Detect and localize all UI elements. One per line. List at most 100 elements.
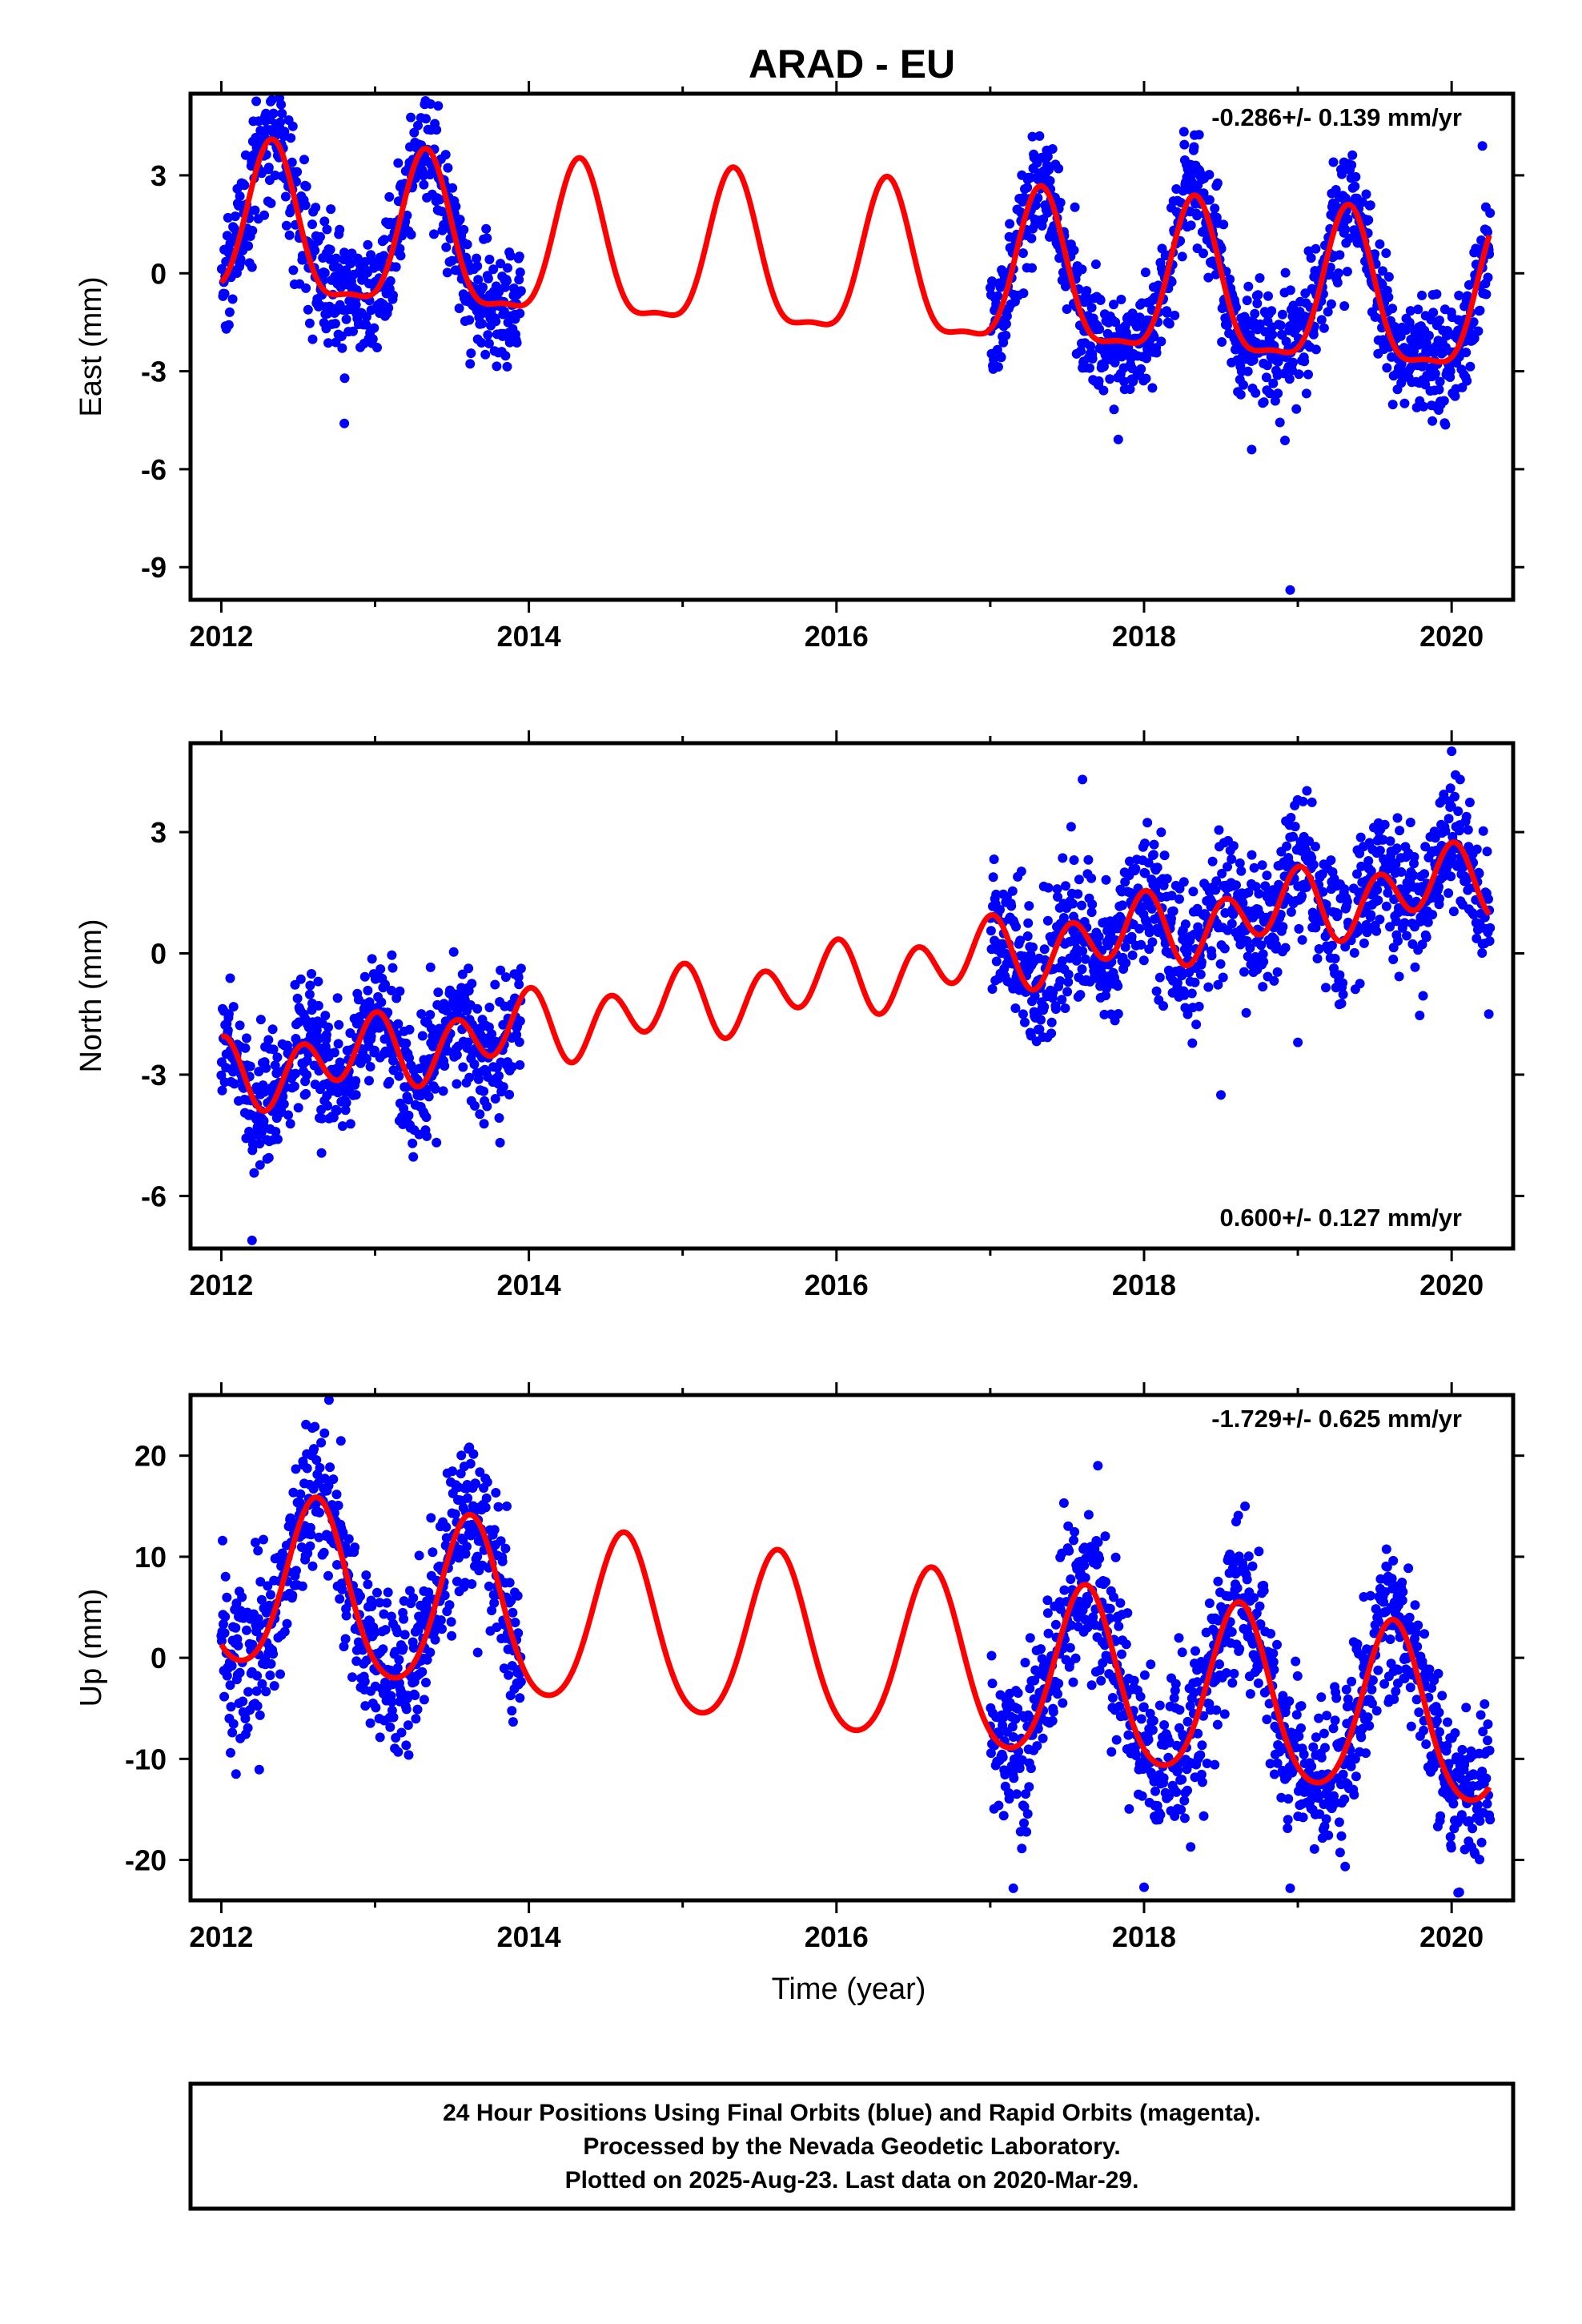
data-point — [292, 993, 303, 1003]
data-point — [270, 1060, 280, 1071]
data-point — [1453, 806, 1464, 816]
data-point — [237, 1592, 247, 1602]
data-point — [247, 1639, 258, 1650]
data-point — [499, 306, 509, 316]
data-point — [1434, 882, 1443, 892]
data-point — [266, 1659, 276, 1669]
data-point — [307, 1561, 318, 1571]
data-point — [1319, 1821, 1330, 1831]
data-point — [1219, 219, 1229, 230]
data-point — [451, 201, 461, 211]
data-point — [305, 980, 315, 991]
data-point — [314, 1532, 324, 1542]
data-point-outlier — [1247, 444, 1257, 455]
data-point — [372, 1587, 382, 1598]
data-point — [1291, 404, 1302, 414]
data-point — [333, 1039, 343, 1049]
data-point — [1039, 1002, 1050, 1012]
data-point — [317, 1113, 327, 1124]
data-point — [1463, 825, 1473, 835]
data-point — [1351, 1771, 1361, 1782]
data-point — [1423, 917, 1433, 927]
data-point — [1319, 323, 1329, 333]
data-point — [468, 1449, 479, 1459]
data-point — [1144, 927, 1154, 938]
data-point — [1070, 1526, 1080, 1537]
data-point — [1252, 1664, 1263, 1675]
data-point — [240, 1714, 251, 1723]
data-point — [507, 1706, 517, 1716]
data-point — [507, 1661, 517, 1671]
data-point — [505, 251, 516, 261]
data-point — [1367, 1684, 1377, 1695]
data-point — [1187, 1038, 1198, 1048]
data-point — [1389, 321, 1399, 332]
data-point — [325, 1462, 335, 1473]
data-point — [1236, 866, 1247, 876]
data-point — [487, 1029, 497, 1039]
data-point — [1141, 373, 1151, 384]
data-point — [1302, 786, 1312, 796]
data-point — [386, 985, 396, 995]
data-point — [1320, 1743, 1330, 1753]
data-point — [1340, 224, 1351, 235]
data-point — [311, 1455, 322, 1466]
data-point — [334, 1019, 344, 1030]
data-point — [222, 1671, 232, 1681]
data-point — [330, 319, 340, 329]
data-point — [331, 1490, 342, 1500]
data-point — [1213, 979, 1223, 990]
data-point — [263, 1152, 274, 1163]
data-point — [1300, 288, 1311, 299]
data-point — [295, 974, 306, 984]
data-point — [1427, 910, 1438, 920]
data-point — [1111, 1735, 1122, 1745]
data-point — [1217, 868, 1227, 879]
data-point — [1387, 304, 1398, 314]
data-point — [1294, 369, 1304, 380]
data-point — [351, 1090, 361, 1100]
data-point — [243, 241, 254, 251]
data-point — [335, 1057, 345, 1068]
data-point — [1375, 239, 1385, 249]
data-point — [320, 1011, 331, 1021]
data-point — [1235, 858, 1245, 868]
data-point — [514, 979, 524, 990]
data-point — [489, 1525, 500, 1535]
data-point — [1123, 1730, 1134, 1740]
data-point — [1291, 1710, 1302, 1720]
data-point — [1303, 369, 1313, 380]
data-point — [321, 1030, 331, 1040]
data-point — [993, 362, 1003, 372]
data-point — [417, 1667, 428, 1677]
data-point — [387, 950, 397, 960]
data-point — [1252, 299, 1263, 308]
data-point — [1077, 264, 1087, 275]
data-point — [1450, 391, 1460, 401]
data-point — [1297, 891, 1307, 901]
data-point — [1065, 1642, 1075, 1653]
data-point — [1239, 967, 1249, 977]
data-point — [227, 294, 238, 304]
data-point — [1032, 1741, 1042, 1751]
data-point — [1363, 856, 1374, 866]
data-point — [387, 963, 398, 973]
data-point — [1186, 1842, 1196, 1852]
data-point — [413, 120, 423, 131]
data-point — [1484, 936, 1495, 947]
data-point — [514, 275, 524, 285]
data-point — [1340, 942, 1351, 952]
data-point — [1361, 189, 1371, 199]
data-point — [316, 1437, 327, 1448]
data-point — [256, 1594, 267, 1605]
y-tick-label: -3 — [141, 1059, 167, 1092]
data-point — [1448, 907, 1459, 917]
data-point — [1086, 1680, 1097, 1691]
data-point — [1212, 1719, 1223, 1730]
data-point — [1410, 962, 1420, 972]
data-point — [1101, 1577, 1110, 1587]
data-point — [1008, 1732, 1018, 1742]
data-point — [1342, 896, 1352, 907]
data-point — [1352, 1639, 1363, 1649]
